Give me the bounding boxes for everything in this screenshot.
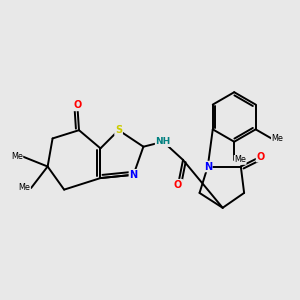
Text: O: O — [256, 152, 265, 162]
Text: S: S — [115, 125, 122, 135]
Text: O: O — [174, 180, 182, 190]
Text: Me: Me — [234, 155, 246, 164]
Text: O: O — [73, 100, 82, 110]
Text: N: N — [129, 170, 138, 180]
Text: Me: Me — [272, 134, 283, 143]
Text: Me: Me — [19, 184, 31, 193]
Text: Me: Me — [11, 152, 23, 161]
Text: N: N — [204, 161, 212, 172]
Text: NH: NH — [156, 137, 171, 146]
